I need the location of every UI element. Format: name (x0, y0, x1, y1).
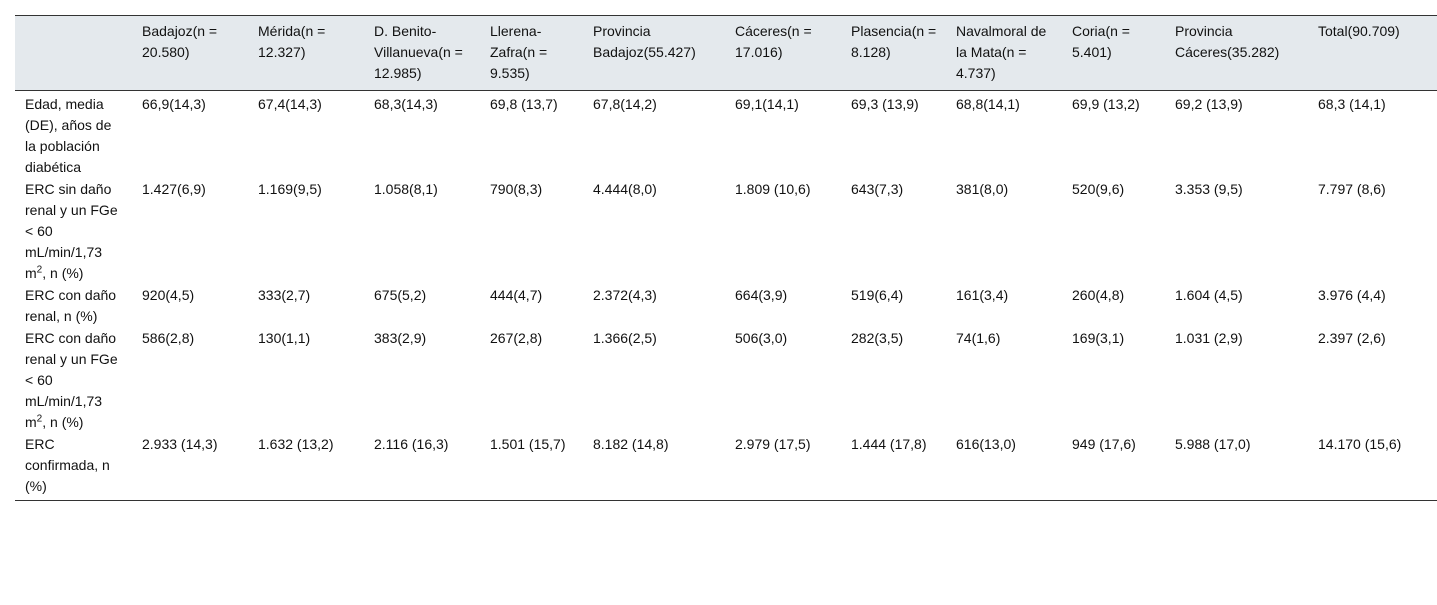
row-label-suffix: , n (%) (42, 265, 84, 281)
table-cell: 1.169(9,5) (258, 181, 322, 197)
table-cell: 1.366(2,5) (593, 330, 657, 346)
table-cell: 130(1,1) (258, 330, 311, 346)
header-cell-plasencia: Plasencia(n = 8.128) (851, 23, 937, 60)
table-cell: 1.632 (13,2) (258, 436, 334, 452)
table-cell: 67,8(14,2) (593, 96, 657, 112)
table-cell: 260(4,8) (1072, 287, 1125, 303)
superscript: 2 (36, 264, 43, 276)
header-cell-navalmoral: Navalmoral de la Mata(n = 4.737) (956, 23, 1047, 81)
header-cell-provincia-badajoz: Provincia Badajoz(55.427) (593, 23, 696, 60)
table-container: Badajoz(n = 20.580) Mérida(n = 12.327) D… (15, 15, 1437, 501)
header-cell-empty (15, 16, 132, 91)
table-cell: 2.116 (16,3) (374, 436, 449, 452)
table-cell: 616(13,0) (956, 436, 1016, 452)
row-label-text: ERC sin daño renal y un FGe < 60 mL/min/… (25, 181, 118, 281)
table-cell: 14.170 (15,6) (1318, 436, 1402, 452)
table-cell: 74(1,6) (956, 330, 1001, 346)
row-label: ERC sin daño renal y un FGe < 60 mL/min/… (15, 178, 132, 284)
table-cell: 67,4(14,3) (258, 96, 322, 112)
row-label-suffix: , n (%) (42, 414, 84, 430)
table-cell: 586(2,8) (142, 330, 195, 346)
header-cell-llerena: Llerena-Zafra(n = 9.535) (490, 23, 548, 81)
table-cell: 69,2 (13,9) (1175, 96, 1243, 112)
table-cell: 444(4,7) (490, 287, 543, 303)
table-cell: 2.979 (17,5) (735, 436, 811, 452)
table-cell: 267(2,8) (490, 330, 543, 346)
table-cell: 1.501 (15,7) (490, 436, 566, 452)
table-cell: 381(8,0) (956, 181, 1009, 197)
table-cell: 520(9,6) (1072, 181, 1125, 197)
superscript: 2 (36, 413, 43, 425)
table-cell: 1.427(6,9) (142, 181, 206, 197)
table-cell: 69,1(14,1) (735, 96, 799, 112)
table-cell: 8.182 (14,8) (593, 436, 669, 452)
row-label: ERC con daño renal y un FGe < 60 mL/min/… (15, 327, 132, 433)
table-cell: 282(3,5) (851, 330, 904, 346)
table-cell: 1.444 (17,8) (851, 436, 927, 452)
table-row: ERC sin daño renal y un FGe < 60 mL/min/… (15, 178, 1437, 284)
table-cell: 66,9(14,3) (142, 96, 206, 112)
header-cell-caceres: Cáceres(n = 17.016) (735, 23, 812, 60)
row-label: ERC con daño renal, n (%) (25, 287, 117, 324)
table-cell: 5.988 (17,0) (1175, 436, 1251, 452)
table-cell: 69,8 (13,7) (490, 96, 558, 112)
table-cell: 4.444(8,0) (593, 181, 657, 197)
table-cell: 1.031 (2,9) (1175, 330, 1243, 346)
table-cell: 2.372(4,3) (593, 287, 657, 303)
table-cell: 1.809 (10,6) (735, 181, 811, 197)
header-cell-provincia-caceres: Provincia Cáceres(35.282) (1175, 23, 1280, 60)
table-cell: 161(3,4) (956, 287, 1009, 303)
table-cell: 69,3 (13,9) (851, 96, 919, 112)
table-cell: 920(4,5) (142, 287, 195, 303)
table-cell: 643(7,3) (851, 181, 904, 197)
row-label: ERC confirmada, n (%) (25, 436, 110, 494)
table-cell: 506(3,0) (735, 330, 788, 346)
table-cell: 333(2,7) (258, 287, 311, 303)
table-cell: 675(5,2) (374, 287, 427, 303)
table-row: ERC confirmada, n (%) 2.933 (14,3) 1.632… (15, 433, 1437, 501)
data-table: Badajoz(n = 20.580) Mérida(n = 12.327) D… (15, 15, 1437, 501)
table-cell: 68,3(14,3) (374, 96, 438, 112)
table-row: Edad, media (DE), años de la población d… (15, 90, 1437, 178)
table-cell: 949 (17,6) (1072, 436, 1136, 452)
header-cell-don-benito: D. Benito-Villanueva(n = 12.985) (374, 23, 463, 81)
table-cell: 68,3 (14,1) (1318, 96, 1386, 112)
header-cell-badajoz: Badajoz(n = 20.580) (142, 23, 218, 60)
table-cell: 68,8(14,1) (956, 96, 1020, 112)
table-cell: 1.604 (4,5) (1175, 287, 1243, 303)
table-row: ERC con daño renal y un FGe < 60 mL/min/… (15, 327, 1437, 433)
table-cell: 3.353 (9,5) (1175, 181, 1243, 197)
table-cell: 664(3,9) (735, 287, 788, 303)
row-label: Edad, media (DE), años de la población d… (25, 96, 112, 175)
table-cell: 3.976 (4,4) (1318, 287, 1386, 303)
table-cell: 1.058(8,1) (374, 181, 438, 197)
table-cell: 7.797 (8,6) (1318, 181, 1386, 197)
header-cell-merida: Mérida(n = 12.327) (258, 23, 326, 60)
table-cell: 2.933 (14,3) (142, 436, 218, 452)
header-cell-coria: Coria(n = 5.401) (1072, 23, 1130, 60)
table-cell: 169(3,1) (1072, 330, 1125, 346)
table-cell: 790(8,3) (490, 181, 543, 197)
table-cell: 69,9 (13,2) (1072, 96, 1140, 112)
row-label-text: ERC con daño renal y un FGe < 60 mL/min/… (25, 330, 118, 430)
header-cell-total: Total(90.709) (1318, 23, 1400, 39)
table-cell: 383(2,9) (374, 330, 427, 346)
table-cell: 2.397 (2,6) (1318, 330, 1386, 346)
header-row: Badajoz(n = 20.580) Mérida(n = 12.327) D… (15, 15, 1437, 91)
table-cell: 519(6,4) (851, 287, 904, 303)
table-row: ERC con daño renal, n (%) 920(4,5) 333(2… (15, 284, 1437, 327)
